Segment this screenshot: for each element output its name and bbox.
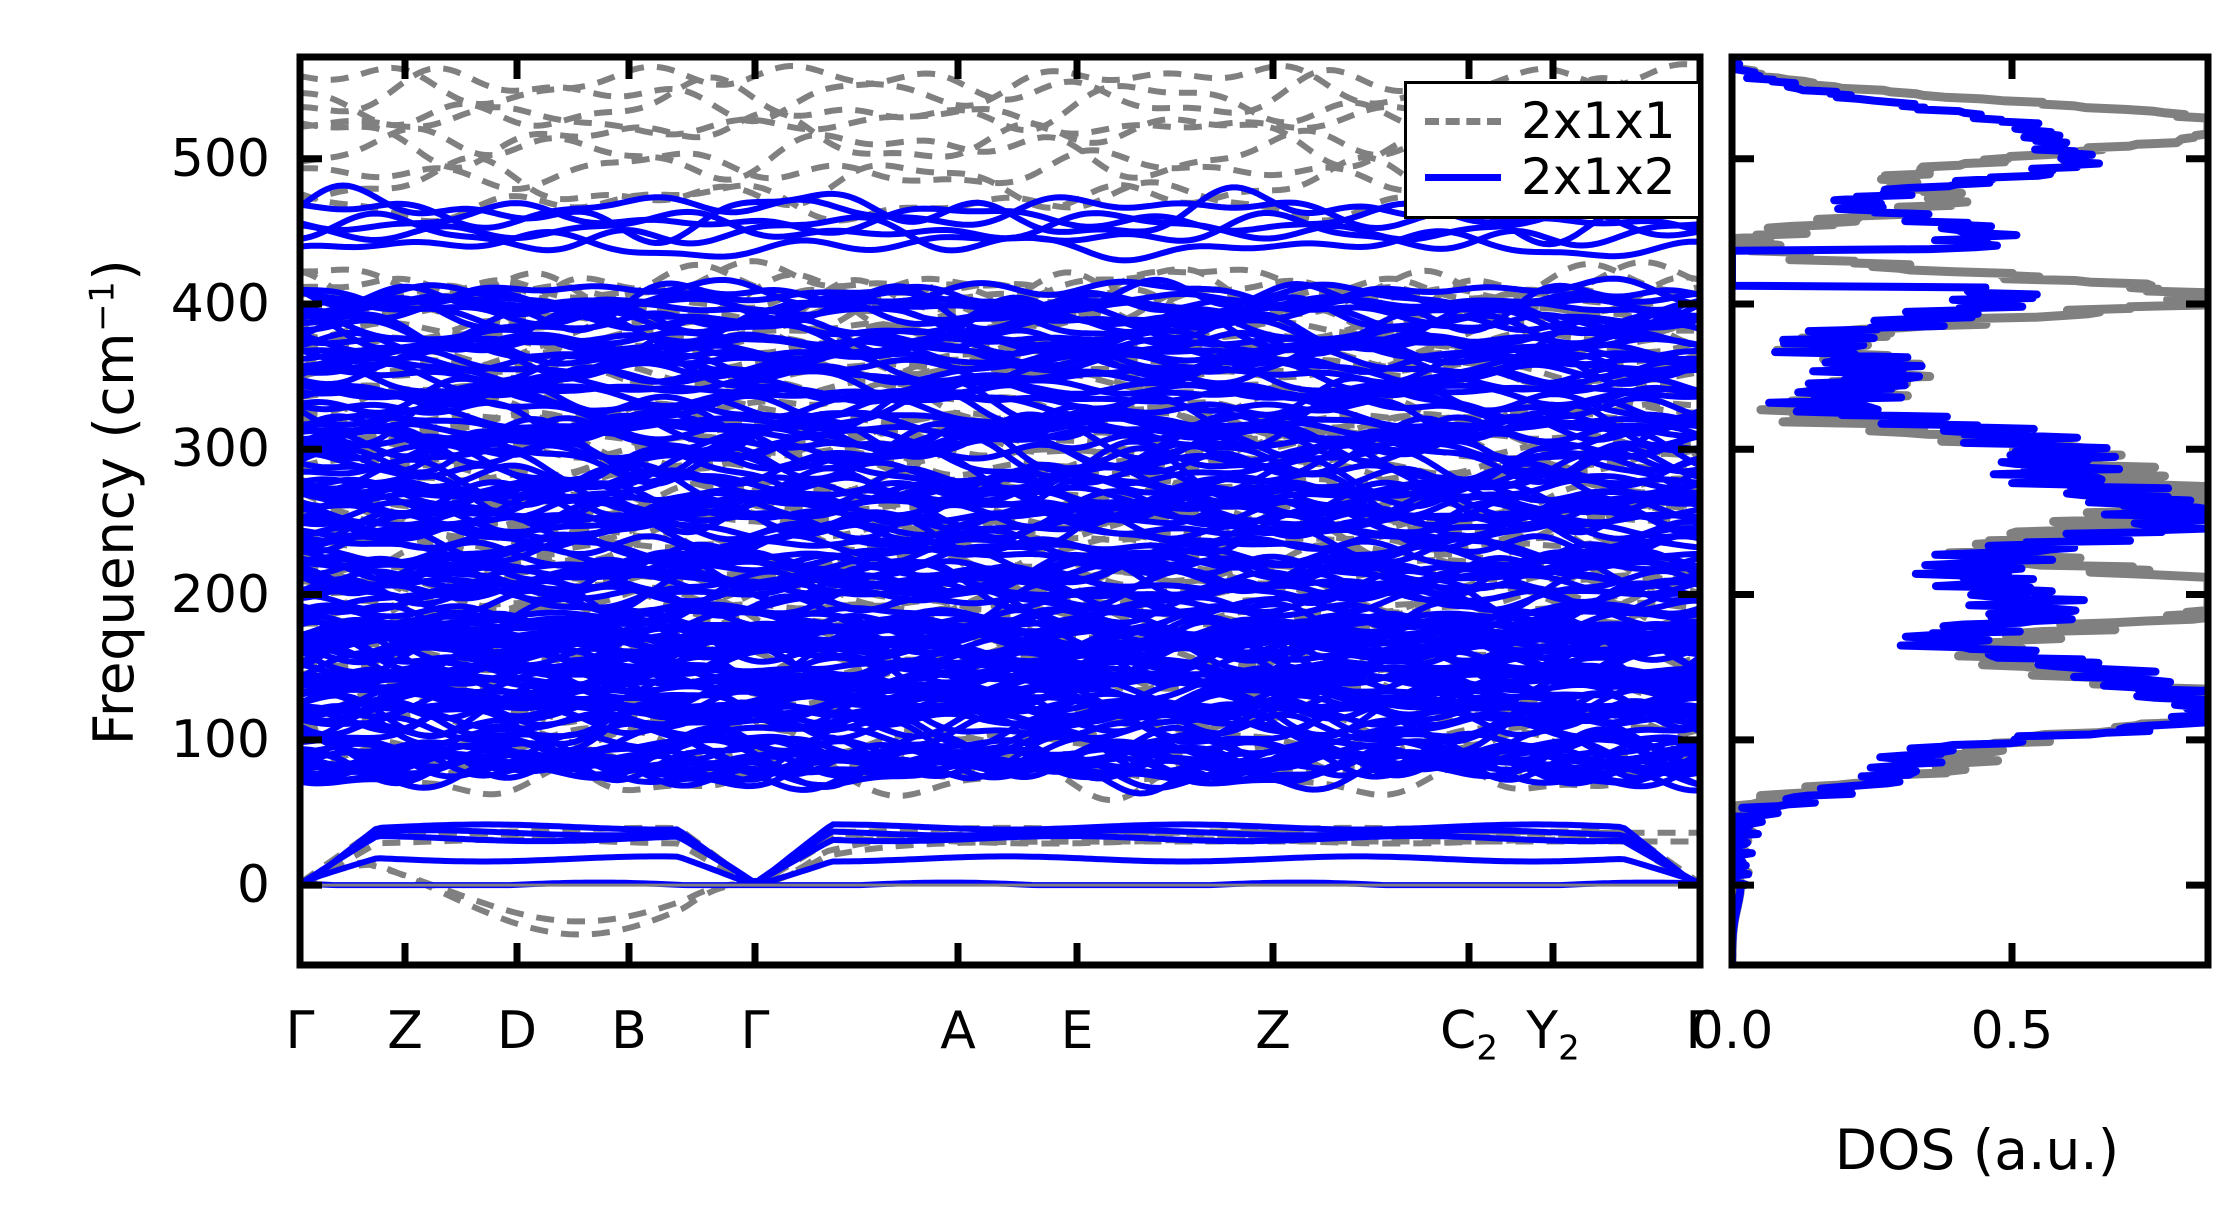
dos-tick-label: 0.5 bbox=[1970, 1001, 2054, 1061]
y-tick-label: 500 bbox=[170, 128, 270, 189]
x-tick-label: A bbox=[940, 1001, 976, 1061]
band-curve-2x1x1 bbox=[300, 345, 1700, 391]
legend-swatch-dashed bbox=[1425, 117, 1501, 125]
band-curve-2x1x2 bbox=[300, 702, 1700, 760]
band-curve-2x1x2 bbox=[300, 408, 1700, 441]
band-curve-2x1x2 bbox=[300, 208, 1700, 244]
band-curve-2x1x2 bbox=[300, 375, 1700, 427]
x-tick-label: Γ bbox=[285, 1001, 315, 1061]
x-tick-label: Z bbox=[1255, 1001, 1291, 1061]
band-curve-2x1x1 bbox=[300, 596, 1700, 645]
band-curve-2x1x2 bbox=[300, 601, 1700, 635]
dos-axis-label: DOS (a.u.) bbox=[1834, 1118, 2120, 1182]
band-curve-2x1x1 bbox=[300, 65, 1700, 126]
band-curve-2x1x2 bbox=[300, 291, 1700, 323]
x-tick-label: Y2 bbox=[1526, 1001, 1580, 1069]
legend: 2x1x1 2x1x2 bbox=[1404, 81, 1701, 219]
y-tick-label: 100 bbox=[170, 709, 270, 770]
band-curve-2x1x1 bbox=[300, 500, 1700, 544]
band-curve-2x1x2 bbox=[300, 307, 1700, 362]
band-curve-2x1x2 bbox=[300, 630, 1700, 686]
band-curve-2x1x2 bbox=[300, 699, 1700, 755]
band-curve-2x1x2 bbox=[300, 674, 1700, 717]
band-curve-2x1x2 bbox=[300, 541, 1700, 583]
band-curve-2x1x2 bbox=[300, 493, 1700, 542]
band-curve-2x1x1 bbox=[300, 411, 1700, 466]
band-curve-2x1x1 bbox=[300, 106, 1700, 171]
band-curve-2x1x1 bbox=[300, 179, 1700, 225]
band-curve-2x1x2 bbox=[300, 622, 1700, 664]
band-curve-2x1x2 bbox=[300, 833, 1700, 888]
band-curve-2x1x2 bbox=[300, 557, 1700, 615]
band-curve-2x1x2 bbox=[300, 725, 1700, 780]
band-curve-2x1x2 bbox=[300, 392, 1700, 443]
legend-label-2x1x1: 2x1x1 bbox=[1521, 92, 1676, 150]
band-curve-2x1x1 bbox=[300, 154, 1700, 211]
y-tick-label: 0 bbox=[236, 855, 270, 916]
band-curve-2x1x2 bbox=[300, 335, 1700, 369]
band-curve-2x1x2 bbox=[300, 827, 1700, 889]
x-tick-label: Z bbox=[387, 1001, 423, 1061]
band-curve-2x1x2 bbox=[300, 821, 1700, 889]
band-curve-2x1x2 bbox=[300, 341, 1700, 382]
band-curve-2x1x2 bbox=[300, 439, 1700, 496]
y-tick-label: 400 bbox=[170, 273, 270, 334]
band-curve-2x1x2 bbox=[300, 438, 1700, 496]
x-tick-label: D bbox=[496, 1001, 538, 1061]
band-curve-2x1x2 bbox=[300, 383, 1700, 419]
y-tick-label: 200 bbox=[170, 564, 270, 625]
band-curve-2x1x1-imaginary bbox=[300, 838, 1700, 925]
x-tick-label: Γ bbox=[740, 1001, 770, 1061]
x-tick-label: B bbox=[611, 1001, 647, 1061]
dos-curve-2x1x2 bbox=[1732, 57, 2208, 965]
x-tick-label: E bbox=[1060, 1001, 1094, 1061]
dos-curves-group bbox=[1732, 57, 2208, 965]
band-curve-2x1x2 bbox=[300, 275, 1700, 314]
legend-entry-2x1x1: 2x1x1 bbox=[1425, 93, 1676, 149]
legend-entry-2x1x2: 2x1x2 bbox=[1425, 149, 1676, 205]
band-curve-2x1x2 bbox=[300, 601, 1700, 637]
band-curve-2x1x2 bbox=[300, 281, 1700, 314]
band-curve-2x1x2 bbox=[300, 696, 1700, 750]
band-curve-2x1x2 bbox=[300, 465, 1700, 521]
y-tick-label: 300 bbox=[170, 419, 270, 480]
band-curve-2x1x1 bbox=[300, 147, 1700, 194]
dos-tick-label: 0.0 bbox=[1690, 1001, 1774, 1061]
band-curve-2x1x2 bbox=[300, 276, 1700, 334]
legend-label-2x1x2: 2x1x2 bbox=[1521, 148, 1676, 206]
band-curves-group bbox=[300, 61, 1700, 938]
band-curve-2x1x2 bbox=[300, 550, 1700, 592]
band-curve-2x1x2 bbox=[300, 853, 1700, 888]
band-panel-frame bbox=[296, 53, 1704, 969]
band-curve-2x1x1 bbox=[300, 291, 1700, 336]
x-tick-label: Γ bbox=[1685, 1001, 1715, 1061]
band-curve-2x1x1-imaginary bbox=[300, 829, 1700, 938]
legend-swatch-solid bbox=[1425, 173, 1501, 181]
band-curve-2x1x1 bbox=[300, 439, 1700, 479]
dos-panel-frame bbox=[1728, 53, 2212, 969]
x-tick-label: C2 bbox=[1440, 1001, 1498, 1069]
